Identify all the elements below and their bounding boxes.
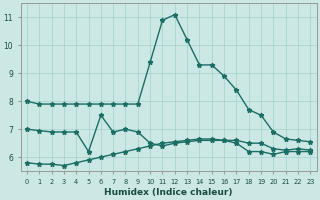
X-axis label: Humidex (Indice chaleur): Humidex (Indice chaleur) [104,188,233,197]
